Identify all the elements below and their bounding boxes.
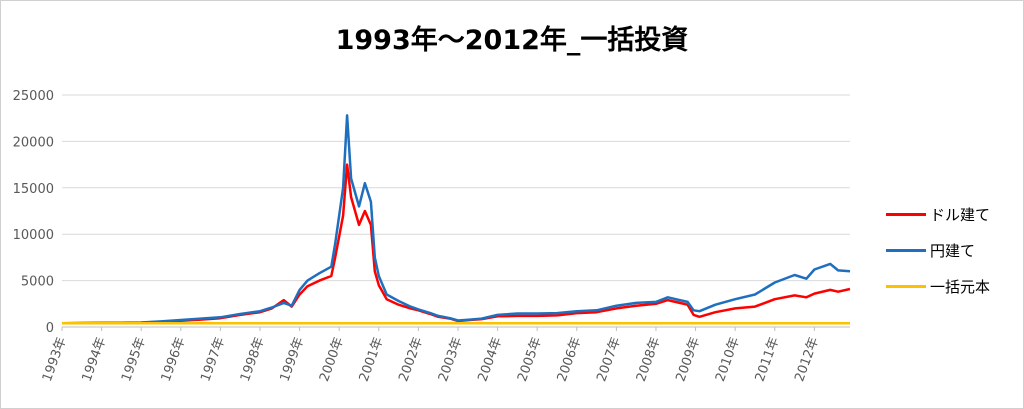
legend-swatch-principal [886,284,926,288]
legend-swatch-dollar [886,212,926,216]
x-tick-label: 2001年 [357,335,387,383]
x-tick-label: 1999年 [277,335,307,383]
y-tick-label: 15000 [13,182,54,197]
x-tick-label: 2009年 [673,335,703,383]
x-tick-label: 2008年 [634,335,664,383]
legend-item-dollar: ドル建て [886,196,990,232]
x-tick-label: 2006年 [555,335,585,383]
legend-item-principal: 一括元本 [886,268,990,304]
x-tick-label: 1997年 [198,335,228,383]
legend-label-yen: 円建て [930,241,976,260]
x-tick-label: 1995年 [119,335,149,383]
y-tick-label: 20000 [13,135,54,150]
x-tick-label: 2000年 [317,335,347,383]
chart-title: 1993年～2012年_一括投資 [335,25,689,56]
x-tick-label: 2011年 [753,335,783,383]
legend-label-principal: 一括元本 [930,277,991,296]
x-tick-label: 2012年 [792,335,822,383]
x-tick-label: 2010年 [713,335,743,383]
chart-legend: ドル建て 円建て 一括元本 [886,196,990,304]
x-tick-label: 2003年 [436,335,466,383]
legend-item-yen: 円建て [886,232,990,268]
series-line-yen [61,114,851,325]
legend-swatch-yen [886,248,926,252]
legend-label-dollar: ドル建て [930,205,991,224]
y-tick-label: 10000 [13,228,54,243]
x-tick-label: 2002年 [396,335,426,383]
x-tick-label: 1993年 [40,335,70,383]
y-tick-label: 0 [46,321,54,336]
x-tick-label: 1998年 [238,335,268,383]
y-tick-label: 5000 [21,275,54,290]
x-tick-label: 2007年 [594,335,624,383]
x-tick-label: 2005年 [515,335,545,383]
x-tick-label: 1994年 [79,335,109,383]
y-tick-label: 25000 [13,89,54,104]
x-tick-label: 2004年 [475,335,505,383]
x-tick-label: 1996年 [159,335,189,383]
